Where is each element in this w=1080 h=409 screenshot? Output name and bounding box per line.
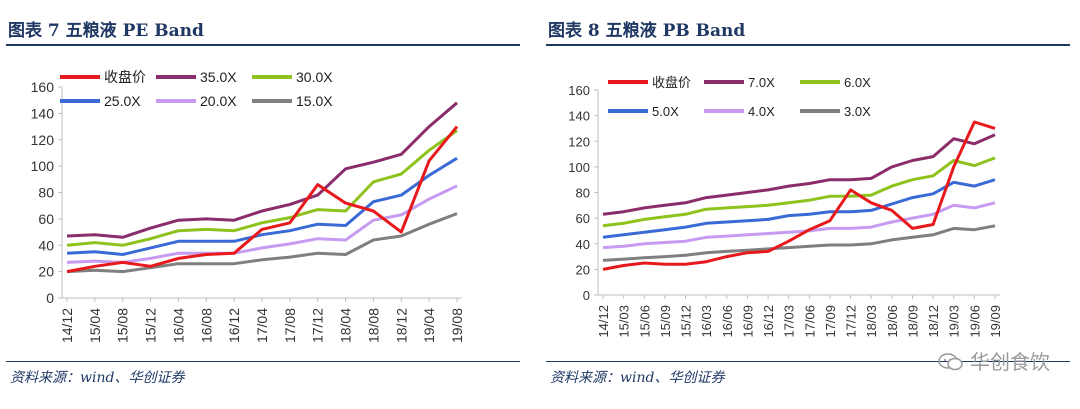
legend-label: 3.0X xyxy=(844,104,871,119)
x-tick-label: 15/06 xyxy=(637,305,652,338)
legend-label: 5.0X xyxy=(652,104,679,119)
series-line-35.0X xyxy=(66,101,458,239)
x-tick-label: 19/08 xyxy=(449,308,465,343)
y-tick-label: 0 xyxy=(46,290,54,306)
y-tick-label: 0 xyxy=(583,288,590,303)
pe-band-chart: 0 20 40 60 80 100 120 140 160 14/12 15/04 15/08 15/1… xyxy=(31,69,465,343)
x-tick-label: 15/04 xyxy=(87,308,103,343)
series-line-4.0X xyxy=(602,201,996,250)
legend-label: 20.0X xyxy=(200,93,237,109)
x-tick-label: 14/12 xyxy=(59,308,75,343)
x-tick-label: 18/03 xyxy=(864,305,879,338)
legend-label: 收盘价 xyxy=(652,75,691,90)
x-tick-label: 16/06 xyxy=(720,305,735,338)
y-tick-label: 140 xyxy=(31,105,55,121)
x-tick-label: 18/06 xyxy=(885,305,900,338)
series-line-3.0X xyxy=(602,224,996,262)
watermark: 华创食饮 xyxy=(938,346,1050,375)
x-tick-label: 18/09 xyxy=(905,305,920,338)
series-line-close xyxy=(66,125,459,274)
y-tick-label: 160 xyxy=(31,79,55,95)
source-note: 资料来源：wind、华创证券 xyxy=(10,370,185,386)
x-tick-label: 15/08 xyxy=(115,308,131,343)
x-tick-label: 17/08 xyxy=(282,308,298,343)
y-tick-label: 80 xyxy=(38,185,54,201)
y-tick-label: 40 xyxy=(576,237,590,252)
y-tick-label: 120 xyxy=(31,132,55,148)
source-divider xyxy=(546,361,1070,362)
pb-band-chart: 0 20 40 60 80 100 120 140 160 14/12 15/03 15/06 15/0… xyxy=(568,75,1003,338)
legend-label: 15.0X xyxy=(296,93,333,109)
x-tick-label: 16/12 xyxy=(761,305,776,338)
pb-band-panel: 图表 8 五粮液 PB Band 0 20 40 60 80 100 120 140 160 14… xyxy=(540,0,1080,409)
x-tick-label: 17/12 xyxy=(310,308,326,343)
x-tick-label: 19/03 xyxy=(947,305,962,338)
x-tick-label: 16/04 xyxy=(170,308,186,343)
x-tick-label: 16/09 xyxy=(740,305,755,338)
y-tick-label: 100 xyxy=(568,160,590,175)
series-line-30.0X xyxy=(66,129,458,247)
x-tick-label: 15/12 xyxy=(679,305,694,338)
x-tick-label: 17/03 xyxy=(782,305,797,338)
x-tick-label: 19/09 xyxy=(988,305,1003,338)
x-tick-label: 19/06 xyxy=(967,305,982,338)
x-tick-label: 16/03 xyxy=(699,305,714,338)
figure-title: 图表 8 五粮液 PB Band xyxy=(548,21,746,41)
x-tick-label: 16/08 xyxy=(198,308,214,343)
figure-title: 图表 7 五粮液 PE Band xyxy=(8,21,204,41)
x-tick-label: 17/09 xyxy=(823,305,838,338)
title-divider xyxy=(6,44,520,46)
x-tick-label: 18/12 xyxy=(926,305,941,338)
legend-label: 4.0X xyxy=(748,104,775,119)
x-tick-label: 19/04 xyxy=(421,308,437,343)
legend-label: 6.0X xyxy=(844,75,871,90)
series-line-5.0X xyxy=(602,178,996,239)
legend-label: 35.0X xyxy=(200,69,237,85)
y-tick-label: 160 xyxy=(568,83,590,98)
legend-label: 7.0X xyxy=(748,75,775,90)
x-tick-label: 17/12 xyxy=(844,305,859,338)
series-line-6.0X xyxy=(602,156,996,228)
series-line-7.0X xyxy=(602,133,996,216)
x-tick-label: 18/12 xyxy=(393,308,409,343)
x-tick-label: 16/12 xyxy=(226,308,242,343)
y-tick-label: 120 xyxy=(568,134,590,149)
y-tick-label: 100 xyxy=(31,158,55,174)
x-tick-label: 18/04 xyxy=(338,308,354,343)
x-tick-label: 15/03 xyxy=(617,305,632,338)
source-divider xyxy=(6,361,520,362)
y-tick-label: 40 xyxy=(38,237,54,253)
title-divider xyxy=(546,44,1070,46)
pe-band-panel: 图表 7 五粮液 PE Band 0 20 40 60 80 100 120 140 160 14… xyxy=(0,0,530,409)
y-tick-label: 20 xyxy=(38,264,54,280)
y-tick-label: 60 xyxy=(576,211,590,226)
watermark-text: 华创食饮 xyxy=(970,350,1050,374)
series-line-20.0X xyxy=(66,184,458,264)
source-note: 资料来源：wind、华创证券 xyxy=(550,370,725,386)
y-tick-label: 60 xyxy=(38,211,54,227)
x-tick-label: 15/09 xyxy=(658,305,673,338)
y-tick-label: 20 xyxy=(576,262,590,277)
x-tick-label: 18/08 xyxy=(365,308,381,343)
y-tick-label: 140 xyxy=(568,109,590,124)
legend-label: 30.0X xyxy=(296,69,333,85)
series-line-25.0X xyxy=(66,156,458,256)
legend-label: 25.0X xyxy=(104,93,141,109)
x-tick-label: 15/12 xyxy=(143,308,159,343)
x-tick-label: 17/06 xyxy=(802,305,817,338)
wechat-icon xyxy=(938,353,963,371)
series-line-15.0X xyxy=(66,212,458,274)
series-line-close xyxy=(602,120,996,271)
x-tick-label: 14/12 xyxy=(596,305,611,338)
legend-label: 收盘价 xyxy=(104,69,146,85)
y-tick-label: 80 xyxy=(576,186,590,201)
x-tick-label: 17/04 xyxy=(254,308,270,343)
